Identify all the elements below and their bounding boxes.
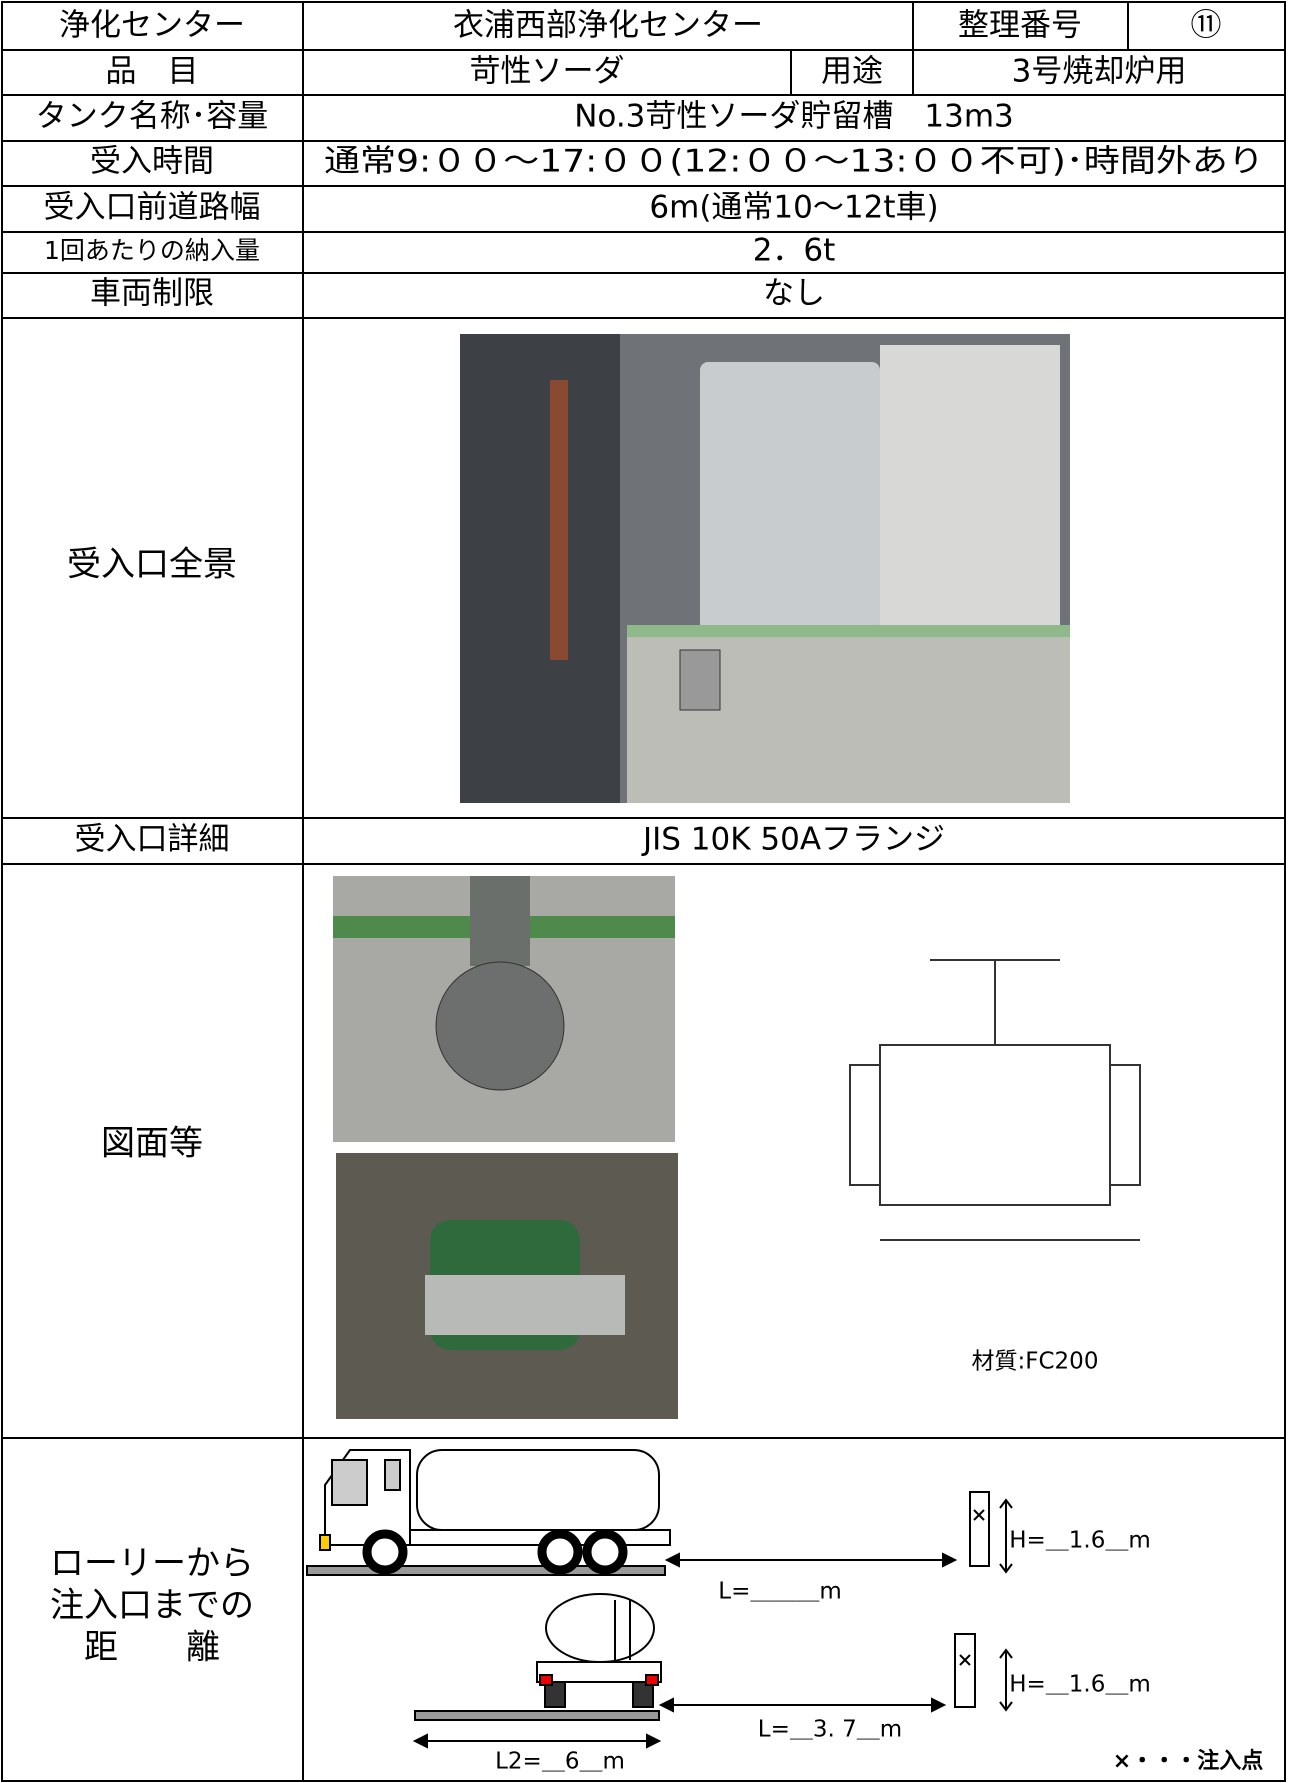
- tail-lamp: [539, 1674, 553, 1686]
- cell-value: 通常9:００～17:００(12:００～13:００不可)･時間外あり: [324, 144, 1264, 180]
- valve-photo-1: [333, 876, 675, 1142]
- photo-flange: [435, 961, 565, 1091]
- drawing-flange: [849, 1064, 881, 1186]
- tank-rear: [545, 1593, 655, 1663]
- cell-label: 図面等: [101, 1124, 203, 1164]
- photo-tank: [700, 362, 880, 632]
- wheel: [582, 1529, 628, 1575]
- inlet-box: [969, 1491, 990, 1567]
- rear-wheel: [544, 1681, 566, 1708]
- cell-value: 苛性ソーダ: [470, 54, 625, 90]
- cell-label: 整理番号: [958, 8, 1082, 44]
- drawing-body: [879, 1044, 1111, 1206]
- cell-label: 受入口前道路幅: [44, 190, 261, 226]
- length-label: L=＿3. 7＿m: [758, 1717, 902, 1743]
- ground: [414, 1710, 660, 1721]
- inlet-mark: [973, 1509, 985, 1521]
- l2-label: L2=＿6＿m: [495, 1749, 625, 1775]
- length-label: L=＿＿＿m: [718, 1579, 842, 1605]
- height-arrow: [999, 1648, 1013, 1712]
- cell-label: 浄化センター: [59, 8, 245, 44]
- drawing-flange: [1109, 1064, 1141, 1186]
- inlet-mark: [959, 1654, 971, 1666]
- wheel: [537, 1529, 583, 1575]
- cell-value: 2．6t: [753, 233, 836, 269]
- cell-label: 用途: [821, 54, 883, 90]
- cell-label: 車両制限: [90, 276, 214, 312]
- height-label: H=＿1.6＿m: [1009, 1672, 1151, 1698]
- tail-lamp: [645, 1674, 659, 1686]
- cell-label: 受入口詳細: [75, 822, 230, 858]
- arrow-heads: [658, 1697, 947, 1713]
- lamp: [319, 1534, 331, 1551]
- photo-pipe: [550, 380, 568, 660]
- legend: ×・・・注入点: [1113, 1748, 1263, 1774]
- cell-value: ⑪: [1191, 8, 1222, 44]
- cab-window: [331, 1459, 368, 1506]
- photo-pipe: [425, 1275, 625, 1335]
- cell-value: 衣浦西部浄化センター: [453, 8, 763, 44]
- height-label: H=＿1.6＿m: [1009, 1528, 1151, 1554]
- photo-valve-body: [470, 876, 530, 966]
- tank: [416, 1449, 660, 1531]
- truck-rear: [412, 1593, 1013, 1749]
- cell-label: 距 離: [84, 1628, 220, 1668]
- valve-drawing: [849, 959, 1141, 1241]
- cell-label: 1回あたりの納入量: [44, 236, 260, 265]
- photo-silo: [880, 345, 1060, 625]
- cell-value: No.3苛性ソーダ貯留槽 13m3: [574, 99, 1014, 135]
- rear-wheel: [632, 1681, 654, 1708]
- photo-structure: [460, 334, 620, 803]
- wheel: [362, 1529, 408, 1575]
- rear-chassis: [536, 1661, 662, 1683]
- arrow-heads: [412, 1733, 662, 1749]
- cell-label: 受入口全景: [67, 545, 237, 585]
- height-arrow: [999, 1498, 1013, 1574]
- photo-wall-top: [627, 625, 1070, 637]
- tank-part: [384, 1459, 401, 1491]
- cell-label: 受入時間: [90, 144, 214, 180]
- cell-label: タンク名称･容量: [36, 99, 269, 135]
- cell-label: 品 目: [106, 54, 199, 90]
- truck-side: [306, 1449, 1013, 1576]
- valve-photo-2: [336, 1153, 678, 1419]
- cell-value: なし: [763, 276, 825, 312]
- cell-label: 注入口までの: [50, 1586, 254, 1626]
- cell-value: JIS 10K 50Aフランジ: [641, 822, 945, 858]
- overview-photo: [460, 334, 1070, 803]
- cell-value: 3号焼却炉用: [1012, 54, 1187, 90]
- ground: [306, 1565, 666, 1576]
- material-note: 材質:FC200: [972, 1349, 1099, 1375]
- cell-value: 6m(通常10～12t車): [649, 190, 938, 226]
- inlet-box: [954, 1633, 976, 1708]
- arrow-heads: [664, 1552, 958, 1568]
- cell-label: ローリーから: [50, 1544, 254, 1584]
- photo-box: [679, 649, 721, 711]
